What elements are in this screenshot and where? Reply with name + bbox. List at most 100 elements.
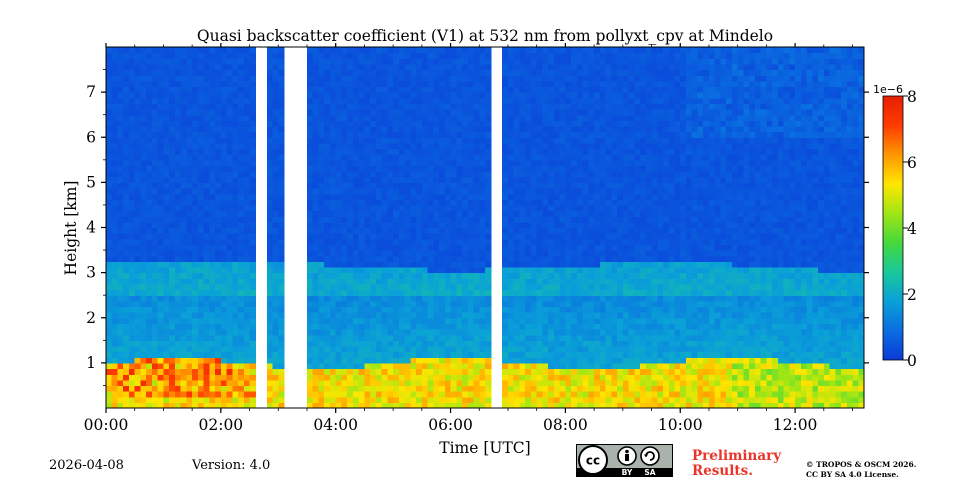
heatmap-cell [427,272,434,279]
heatmap-cell [117,334,124,341]
heatmap-cell [146,204,153,212]
heatmap-cell [444,97,452,105]
heatmap-cell [232,137,239,144]
heatmap-cell [530,137,538,144]
heatmap-cell [398,142,406,150]
heatmap-cell [507,368,515,375]
heatmap-cell [163,357,170,364]
heatmap-cell [163,261,170,268]
heatmap-cell [479,75,486,82]
heatmap-cell [370,334,377,341]
heatmap-cell [588,300,595,308]
heatmap-cell [404,193,411,200]
heatmap-cell [174,317,182,324]
heatmap-cell [513,362,521,370]
heatmap-cell [192,75,199,82]
heatmap-cell [146,385,153,392]
heatmap-cell [467,312,475,319]
heatmap-cell [192,255,199,262]
heatmap-cell [146,396,153,403]
heatmap-cell [329,103,337,110]
heatmap-cell [186,357,193,364]
heatmap-cell [462,159,469,167]
heatmap-cell [146,188,153,195]
heatmap-cell [220,125,228,133]
heatmap-cell [318,63,325,71]
heatmap-cell [106,97,113,105]
heatmap-cell [312,176,320,183]
heatmap-cell [111,97,119,105]
heatmap-cell [140,362,147,370]
heatmap-cell [473,176,480,183]
heatmap-cell [318,283,325,291]
heatmap-cell [146,244,153,251]
heatmap-cell [134,283,142,291]
heatmap-cell [352,255,360,262]
heatmap-cell [588,120,595,127]
heatmap-cell [364,402,371,409]
heatmap-cell [473,317,480,324]
heatmap-cell [559,289,566,296]
heatmap-cell [123,250,130,257]
heatmap-cell [352,283,360,291]
heatmap-cell [473,255,480,262]
heatmap-cell [571,188,578,195]
heatmap-cell [507,306,515,313]
heatmap-cell [157,255,165,262]
heatmap-cell [462,221,469,229]
heatmap-cell [249,340,256,347]
heatmap-cell [232,238,239,246]
heatmap-cell [588,295,595,302]
heatmap-cell [324,142,331,150]
heatmap-cell [548,142,555,150]
heatmap-cell [272,210,279,217]
heatmap-cell [215,154,222,161]
heatmap-cell [433,244,440,251]
heatmap-cell [404,109,411,116]
heatmap-cell [571,80,578,88]
heatmap-cell [588,103,595,110]
heatmap-cell [272,368,279,375]
heatmap-cell [278,221,285,229]
heatmap-cell [358,300,366,308]
heatmap-cell [312,329,320,336]
heatmap-cell [565,47,572,54]
heatmap-cell [272,233,279,240]
heatmap-cell [318,103,325,110]
heatmap-cell [238,131,245,138]
heatmap-cell [318,47,325,54]
heatmap-cell [215,69,222,76]
heatmap-cell [329,402,337,409]
heatmap-cell [576,357,584,364]
heatmap-cell [186,47,193,54]
heatmap-cell [151,334,159,341]
heatmap-cell [375,114,383,121]
heatmap-cell [134,323,142,330]
heatmap-cell [525,357,532,364]
heatmap-cell [324,148,331,155]
heatmap-cell [456,396,463,403]
heatmap-cell [272,295,279,302]
heatmap-cell [588,278,595,285]
heatmap-cell [117,210,124,217]
heatmap-cell [525,312,532,319]
heatmap-cell [220,244,228,251]
heatmap-cell [427,120,434,127]
heatmap-cell [519,69,526,76]
heatmap-cell [352,103,360,110]
heatmap-cell [169,69,176,76]
heatmap-cell [444,283,452,291]
heatmap-cell [117,238,124,246]
heatmap-cell [186,63,193,71]
heatmap-cell [329,165,337,172]
heatmap-cell [364,295,371,302]
heatmap-cell [507,131,515,138]
heatmap-cell [381,154,388,161]
heatmap-cell [140,47,147,54]
heatmap-cell [467,317,475,324]
heatmap-cell [186,351,193,358]
heatmap-cell [433,154,440,161]
heatmap-cell [192,238,199,246]
heatmap-cell [433,103,440,110]
heatmap-cell [335,272,343,279]
